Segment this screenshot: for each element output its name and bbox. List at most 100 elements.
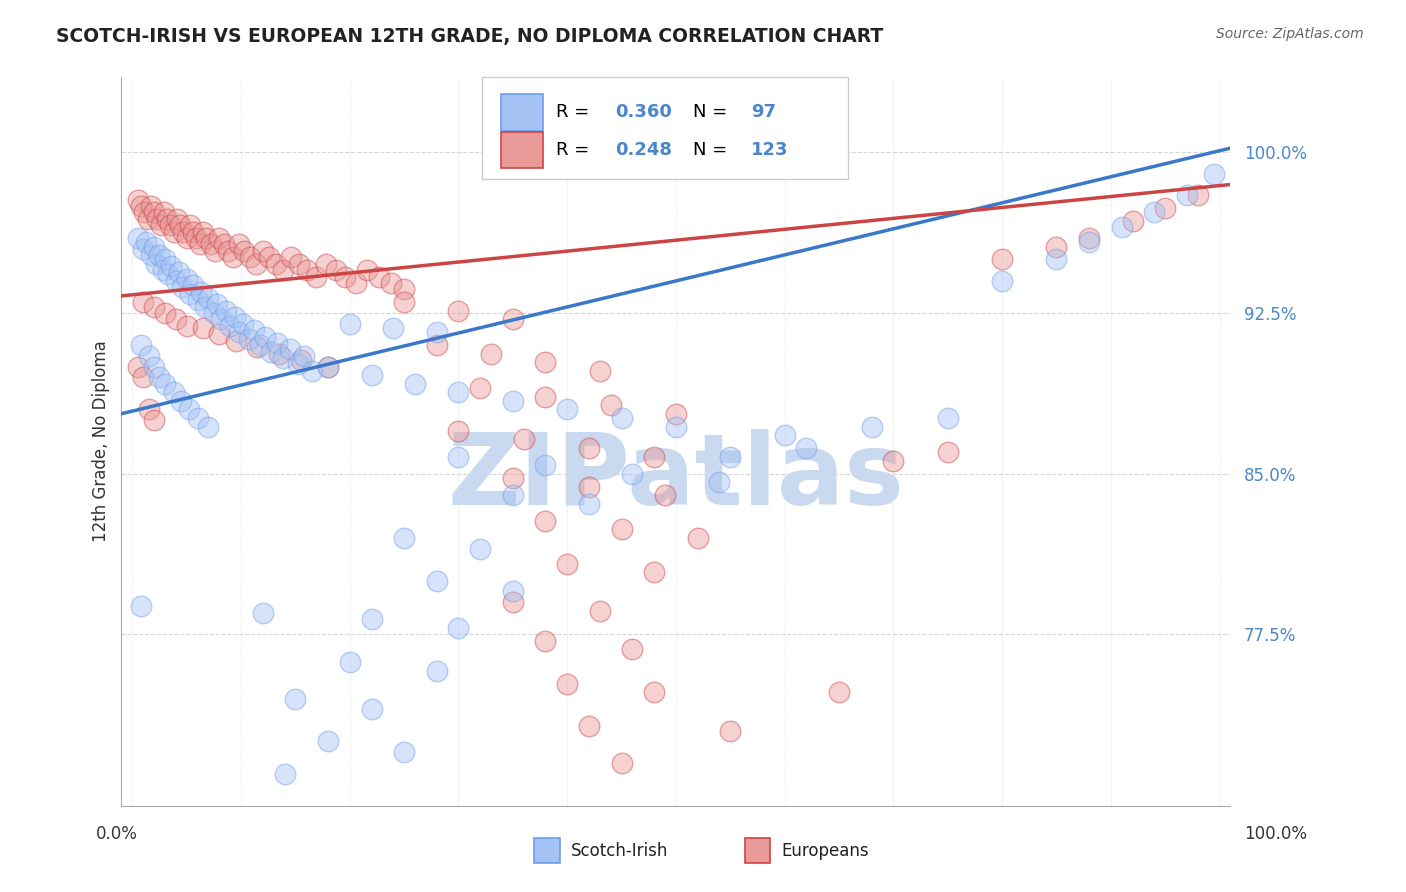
Point <box>132 295 155 310</box>
Point <box>188 237 211 252</box>
Point <box>610 522 633 536</box>
Point <box>470 381 492 395</box>
Point <box>148 248 170 262</box>
Point <box>204 244 226 258</box>
Point <box>936 411 959 425</box>
Point <box>297 263 319 277</box>
Point <box>143 359 166 374</box>
Point <box>1111 220 1133 235</box>
Point <box>132 370 155 384</box>
Point <box>224 310 246 325</box>
Point <box>252 606 274 620</box>
Point <box>578 479 600 493</box>
Point <box>222 251 245 265</box>
Point <box>502 471 524 485</box>
Point <box>191 321 214 335</box>
Point <box>197 419 219 434</box>
Point <box>534 355 557 369</box>
Point <box>219 318 242 333</box>
Point <box>239 251 262 265</box>
Point <box>165 274 187 288</box>
Point <box>202 306 225 320</box>
Point <box>245 257 267 271</box>
Point <box>315 257 337 271</box>
Text: N =: N = <box>693 103 733 121</box>
Point <box>148 370 170 384</box>
Point <box>186 231 208 245</box>
Point <box>392 531 415 545</box>
Point <box>243 323 266 337</box>
Point <box>181 225 204 239</box>
Point <box>447 385 470 400</box>
Text: Source: ZipAtlas.com: Source: ZipAtlas.com <box>1216 27 1364 41</box>
Point <box>215 304 238 318</box>
Text: SCOTCH-IRISH VS EUROPEAN 12TH GRADE, NO DIPLOMA CORRELATION CHART: SCOTCH-IRISH VS EUROPEAN 12TH GRADE, NO … <box>56 27 883 45</box>
Point <box>1204 167 1226 181</box>
Point <box>534 458 557 472</box>
Point <box>139 199 162 213</box>
Point <box>172 225 194 239</box>
Point <box>882 454 904 468</box>
Point <box>145 257 167 271</box>
Point <box>621 642 644 657</box>
Point <box>172 280 194 294</box>
Point <box>344 276 367 290</box>
Text: R =: R = <box>557 103 595 121</box>
Point <box>936 445 959 459</box>
Point <box>1045 240 1067 254</box>
Point <box>284 691 307 706</box>
Point <box>176 318 198 333</box>
Point <box>578 441 600 455</box>
Point <box>447 450 470 464</box>
Point <box>187 293 209 308</box>
Point <box>278 343 301 357</box>
Point <box>187 411 209 425</box>
Point <box>127 193 149 207</box>
Point <box>129 199 152 213</box>
Point <box>162 385 184 400</box>
Point <box>166 211 188 226</box>
FancyBboxPatch shape <box>501 132 543 169</box>
Point <box>360 368 382 383</box>
Text: 97: 97 <box>751 103 776 121</box>
Point <box>146 211 169 226</box>
Point <box>1187 188 1209 202</box>
Point <box>177 402 200 417</box>
Text: 123: 123 <box>751 141 789 160</box>
Point <box>339 655 361 669</box>
Point <box>447 424 470 438</box>
Point <box>197 291 219 305</box>
Point <box>228 237 250 252</box>
Point <box>138 349 160 363</box>
Point <box>135 235 157 250</box>
Point <box>589 364 612 378</box>
Point <box>165 312 187 326</box>
Point <box>860 419 883 434</box>
Point <box>153 306 176 320</box>
Point <box>610 411 633 425</box>
Point <box>599 398 621 412</box>
Point <box>143 240 166 254</box>
Point <box>1078 231 1101 245</box>
Point <box>512 433 534 447</box>
Point <box>212 237 235 252</box>
Point <box>139 248 162 262</box>
Point <box>170 393 193 408</box>
Point <box>200 237 222 252</box>
Point <box>287 358 309 372</box>
Text: Scotch-Irish: Scotch-Irish <box>571 842 668 860</box>
Point <box>179 286 201 301</box>
Point <box>316 734 339 748</box>
Point <box>153 252 176 267</box>
Point <box>426 326 449 340</box>
Point <box>195 231 218 245</box>
Point <box>129 599 152 614</box>
Point <box>259 251 281 265</box>
Point <box>143 300 166 314</box>
Point <box>426 574 449 588</box>
Point <box>479 347 502 361</box>
Point <box>502 595 524 609</box>
Point <box>208 327 231 342</box>
Point <box>127 231 149 245</box>
Point <box>129 338 152 352</box>
